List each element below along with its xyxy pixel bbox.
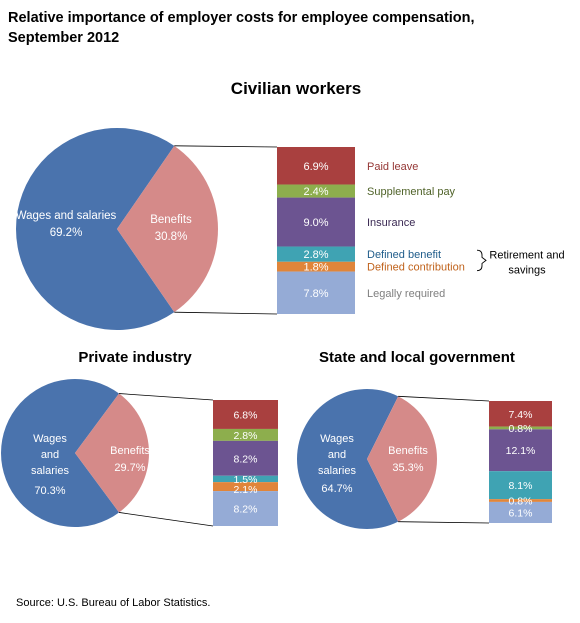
- pie-slice-benefits: [367, 396, 437, 522]
- connector-line-top: [398, 395, 490, 402]
- bar-value-label-3: 8.1%: [509, 480, 533, 492]
- pie-slice-benefits: [75, 393, 149, 513]
- bar-segment-2: [213, 440, 278, 476]
- panel-title: Private industry: [78, 349, 192, 366]
- pie-slice-wages: [15, 127, 175, 330]
- bar-segment-0: [277, 147, 355, 185]
- bar-value-label-4: 1.8%: [303, 262, 328, 274]
- bar-value-label-0: 6.9%: [303, 161, 328, 173]
- panel-title: Civilian workers: [231, 79, 361, 98]
- bar-segment-1: [489, 426, 552, 430]
- bar-value-label-2: 8.2%: [234, 453, 258, 465]
- bar-segment-3: [489, 471, 552, 500]
- bar-segment-4: [489, 499, 552, 502]
- bracket-label-line2: savings: [508, 264, 546, 276]
- legend-label-1: Supplemental pay: [367, 186, 456, 198]
- bar-value-label-5: 7.8%: [303, 288, 328, 300]
- pie-label-wages-word: salaries: [318, 465, 356, 477]
- bar-segment-4: [277, 261, 355, 272]
- bar-value-label-1: 2.4%: [303, 186, 328, 198]
- legend-label-4: Defined contribution: [367, 262, 465, 274]
- legend-label-5: Legally required: [367, 288, 445, 300]
- bar-value-label-0: 7.4%: [509, 409, 533, 421]
- figure-title: Relative importance of employer costs fo…: [8, 8, 568, 48]
- source-note: Source: U.S. Bureau of Labor Statistics.: [16, 597, 211, 609]
- pie-value-wages: 70.3%: [34, 485, 65, 497]
- pie-slice-wages: [0, 379, 120, 527]
- pie-value-wages: 64.7%: [321, 483, 352, 495]
- bar-segment-5: [489, 501, 552, 523]
- pie-value-benefits: 35.3%: [392, 462, 423, 474]
- figure-title-line1: Relative importance of employer costs fo…: [8, 10, 475, 26]
- connector-line-bottom: [119, 512, 214, 527]
- legend-label-0: Paid leave: [367, 161, 418, 173]
- bar-segment-1: [277, 184, 355, 198]
- bar-value-label-2: 12.1%: [506, 445, 536, 457]
- bracket-label-line1: Retirement and: [489, 249, 564, 261]
- pie-label-wages-word: Wages: [33, 433, 67, 445]
- bar-segment-5: [213, 491, 278, 526]
- pie-label-benefits: Benefits: [110, 445, 150, 457]
- pie-label-wages-word: and: [41, 449, 59, 461]
- bar-segment-2: [489, 429, 552, 472]
- pie-label-wages: Wages and salaries: [16, 210, 117, 222]
- legend-label-2: Insurance: [367, 217, 415, 229]
- bar-value-label-4: 0.8%: [509, 496, 533, 508]
- bar-value-label-2: 9.0%: [303, 217, 328, 229]
- bar-value-label-5: 8.2%: [234, 504, 258, 516]
- bar-segment-2: [277, 197, 355, 247]
- bar-segment-3: [213, 475, 278, 483]
- pie-label-benefits: Benefits: [388, 445, 428, 457]
- legend-label-3: Defined benefit: [367, 249, 441, 261]
- pie-value-benefits: 30.8%: [155, 231, 188, 243]
- retirement-bracket: [476, 249, 487, 272]
- bar-value-label-1: 0.8%: [509, 423, 533, 435]
- bar-value-label-0: 6.8%: [234, 409, 258, 421]
- bar-value-label-3: 2.8%: [303, 249, 328, 261]
- bar-segment-5: [277, 271, 355, 314]
- pie-label-wages-word: and: [328, 449, 346, 461]
- bar-segment-4: [213, 482, 278, 492]
- pie-value-wages: 69.2%: [50, 227, 83, 239]
- bar-value-label-4: 2.1%: [234, 484, 258, 496]
- bar-value-label-5: 6.1%: [509, 507, 533, 519]
- figure-title-line2: September 2012: [8, 30, 120, 46]
- bar-segment-0: [489, 401, 552, 427]
- connector-line-bottom: [174, 311, 278, 315]
- pie-label-wages-word: salaries: [31, 465, 69, 477]
- panel-title: State and local government: [319, 349, 515, 366]
- connector-line-top: [119, 393, 214, 401]
- bar-segment-1: [213, 428, 278, 441]
- pie-value-benefits: 29.7%: [114, 462, 145, 474]
- connector-line-top: [174, 145, 278, 148]
- bar-segment-0: [213, 400, 278, 429]
- connector-line-bottom: [398, 521, 490, 524]
- bar-segment-3: [277, 246, 355, 262]
- pie-label-benefits: Benefits: [150, 214, 192, 226]
- pie-slice-wages: [297, 389, 399, 529]
- pie-label-wages-word: Wages: [320, 433, 354, 445]
- bar-value-label-3: 1.5%: [234, 474, 258, 486]
- pie-slice-benefits: [117, 145, 218, 313]
- bar-value-label-1: 2.8%: [234, 430, 258, 442]
